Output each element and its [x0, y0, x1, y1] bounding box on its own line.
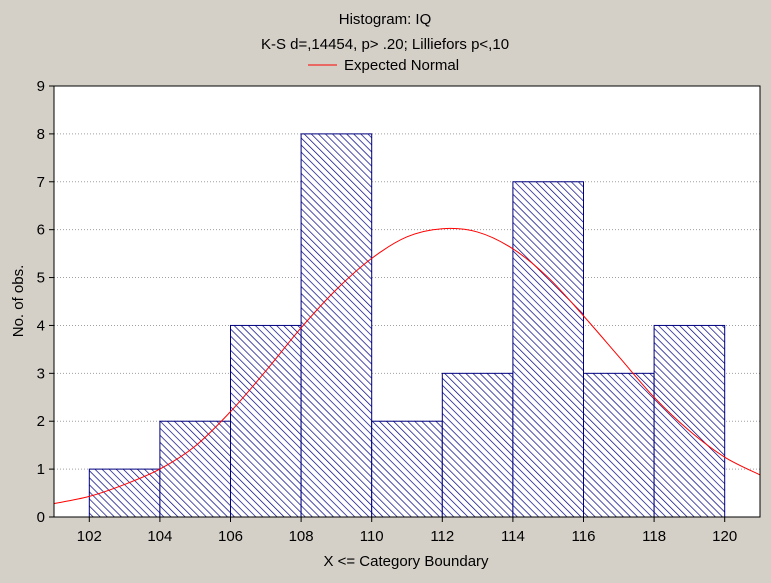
histogram-bar	[441, 372, 514, 518]
x-tick-label: 116	[572, 528, 596, 545]
y-axis-label: No. of obs.	[10, 265, 27, 338]
legend: Expected Normal	[308, 57, 459, 74]
x-axis: 102 104 106 108 110 112 114 116 118 120	[77, 517, 737, 545]
expected-normal-curve-group	[53, 227, 761, 505]
y-tick-label: 1	[37, 461, 45, 478]
histogram-bar	[230, 324, 302, 518]
chart-title: Histogram: IQ	[339, 11, 432, 28]
x-tick-label: 104	[147, 528, 172, 545]
y-tick-label: 2	[37, 413, 45, 430]
chart-subtitle: K-S d=,14454, p> .20; Lilliefors p<,10	[261, 36, 509, 53]
histogram-bar	[159, 420, 231, 518]
x-tick-label: 106	[218, 528, 243, 545]
y-tick-label: 3	[37, 365, 45, 382]
x-tick-label: 108	[289, 528, 314, 545]
x-tick-label: 120	[712, 528, 737, 545]
y-axis: 0 1 2 3 4 5 6 7 8 9	[37, 78, 54, 526]
y-tick-label: 8	[37, 126, 45, 143]
histogram-bars	[88, 133, 726, 518]
histogram-bar	[583, 372, 655, 518]
x-tick-label: 114	[501, 528, 525, 545]
x-tick-label: 102	[77, 528, 102, 545]
histogram-bar	[371, 420, 443, 518]
x-tick-label: 112	[430, 528, 454, 545]
histogram-bar	[653, 324, 726, 518]
y-tick-label: 7	[37, 174, 45, 191]
plot-frame	[53, 85, 761, 518]
x-tick-label: 110	[360, 528, 384, 545]
x-tick-label: 118	[642, 528, 666, 545]
y-tick-label: 9	[37, 78, 45, 95]
y-tick-label: 4	[37, 317, 45, 334]
x-axis-label: X <= Category Boundary	[323, 553, 489, 570]
y-tick-label: 0	[37, 509, 45, 526]
y-tick-label: 6	[37, 222, 45, 239]
expected-normal-curve	[53, 227, 761, 505]
histogram-bar	[512, 181, 585, 518]
legend-label-expected-normal: Expected Normal	[344, 57, 459, 74]
histogram-bar	[300, 133, 373, 518]
y-tick-label: 5	[37, 270, 45, 287]
